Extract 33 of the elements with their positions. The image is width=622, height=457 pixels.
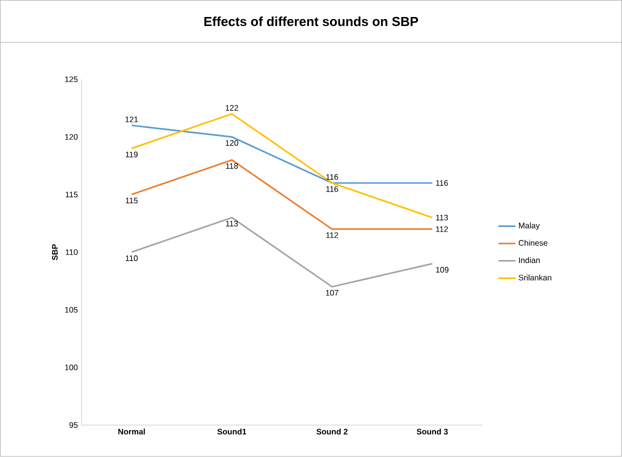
data-label: 112 <box>436 226 448 232</box>
data-label: 110 <box>126 256 138 262</box>
data-label: 120 <box>226 140 238 146</box>
y-tick-label: 115 <box>66 192 78 198</box>
data-label: 113 <box>436 214 448 221</box>
data-label: 121 <box>126 116 138 122</box>
y-tick-label: 105 <box>65 307 78 313</box>
x-tick-label: Normal <box>118 428 145 435</box>
data-label: 116 <box>326 174 338 180</box>
data-label: 116 <box>436 180 448 186</box>
y-tick-label: 95 <box>69 422 78 428</box>
chart-title: Effects of different sounds on SBP <box>204 16 418 26</box>
data-label: 107 <box>326 290 338 296</box>
data-label: 109 <box>436 267 448 273</box>
x-tick-label: Sound 2 <box>316 428 348 435</box>
legend-label: Indian <box>519 257 540 264</box>
y-tick-label: 100 <box>65 364 78 370</box>
data-label: 119 <box>126 152 138 158</box>
data-label: 116 <box>326 186 338 192</box>
data-label: 118 <box>226 163 238 170</box>
y-axis-title: SBP <box>52 244 58 260</box>
data-label: 115 <box>126 198 138 204</box>
legend-label: Srilankan <box>518 274 552 281</box>
data-label: 122 <box>226 105 238 111</box>
data-label: 113 <box>226 220 238 227</box>
x-tick-label: Sound 3 <box>416 428 448 435</box>
legend-label: Chinese <box>518 240 548 246</box>
x-tick-label: Sound1 <box>217 428 246 435</box>
legend-label: Malay <box>519 222 540 230</box>
y-tick-label: 120 <box>65 134 78 140</box>
y-tick-label: 125 <box>65 76 78 82</box>
y-tick-label: 110 <box>66 250 78 256</box>
data-label: 112 <box>326 232 338 238</box>
